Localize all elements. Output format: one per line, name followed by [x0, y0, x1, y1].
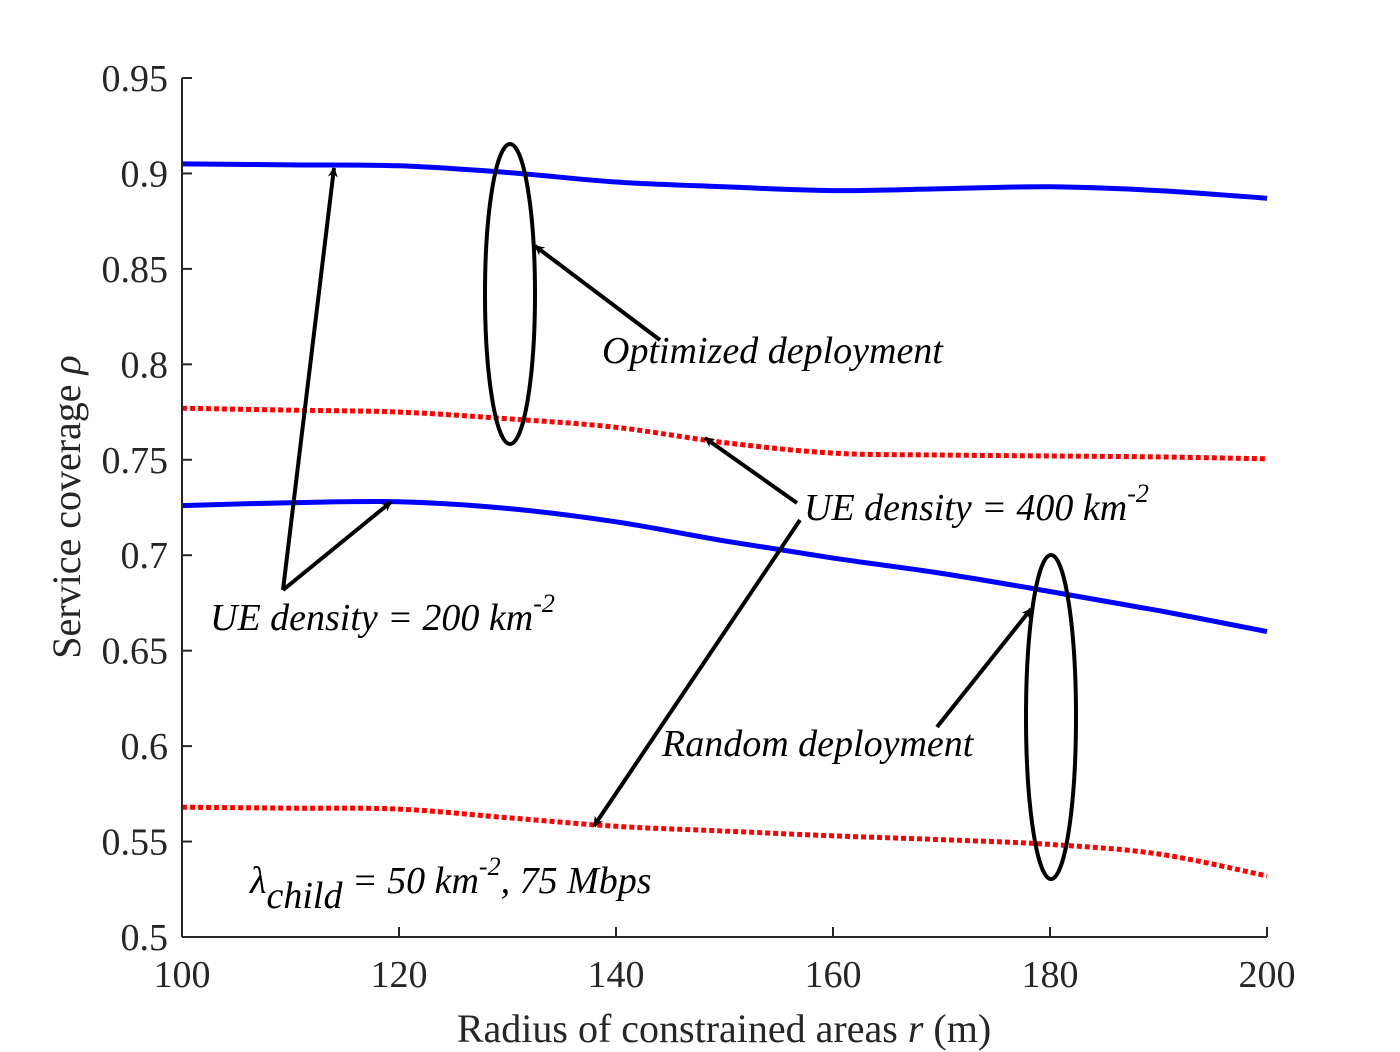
arrow-optimized: [533, 244, 662, 342]
annotation-density-200-text: UE density = 200 km: [210, 597, 533, 639]
axes: 100 120 140 160 180 200 0.5 0.55 0.6 0.65 0.7 0.75…: [102, 58, 1296, 996]
x-axis-label: Radius of constrained areas r (m): [457, 1006, 991, 1051]
x-axis-label-unit: (m): [933, 1006, 991, 1051]
x-ticks: 100 120 140 160 180 200: [154, 927, 1296, 996]
y-tick-label: 0.5: [121, 917, 169, 959]
x-axis-label-var: r: [908, 1006, 924, 1051]
arrow-random: [935, 607, 1033, 729]
y-tick-label: 0.65: [102, 631, 169, 673]
optimized-group-ellipse: [483, 142, 537, 446]
y-tick-label: 0.8: [121, 344, 169, 386]
x-tick-label: 140: [588, 954, 645, 996]
y-tick-label: 0.55: [102, 822, 169, 864]
y-tick-label: 0.9: [121, 153, 169, 195]
arrow-400-upper: [703, 436, 799, 505]
y-ticks: 0.5 0.55 0.6 0.65 0.7 0.75 0.8 0.85 0.9 0.95: [102, 58, 192, 959]
y-tick-label: 0.75: [102, 440, 169, 482]
annotation-lambda: λchild = 50 km-2, 75 Mbps: [249, 852, 652, 917]
series-line-2: [181, 498, 1268, 635]
series-line-3: [181, 804, 1268, 879]
series-line-0: [181, 161, 1268, 201]
x-tick-label: 120: [371, 954, 428, 996]
annotation-density-200: UE density = 200 km-2: [210, 589, 555, 639]
arrow-200-upper: [281, 167, 338, 591]
y-axis-label: Service coverage ρ: [44, 355, 89, 658]
plot-area: Optimized deployment Random deployment U…: [181, 142, 1268, 917]
y-tick-label: 0.6: [121, 726, 169, 768]
arrow-200-lower: [281, 500, 393, 592]
x-tick-label: 160: [805, 954, 862, 996]
annotation-lambda-sup: -2: [479, 852, 501, 881]
series-layer: [181, 161, 1268, 879]
annotation-density-400-sup: -2: [1127, 479, 1149, 508]
x-tick-label: 100: [154, 954, 211, 996]
annotation-random: Random deployment: [661, 723, 975, 765]
random-group-ellipse: [1024, 553, 1078, 881]
y-tick-label: 0.85: [102, 249, 169, 291]
annotation-optimized: Optimized deployment: [602, 330, 944, 372]
annotation-lambda-sub: child: [266, 875, 343, 917]
y-tick-label: 0.95: [102, 58, 169, 100]
annotation-lambda-symbol: λ: [249, 860, 266, 902]
annotation-lambda-tail: , 75 Mbps: [501, 860, 652, 902]
y-tick-label: 0.7: [121, 535, 169, 577]
series-line-1: [181, 405, 1268, 462]
y-axis-label-text: Service coverage: [44, 384, 89, 658]
x-tick-label: 180: [1022, 954, 1079, 996]
annotation-density-400: UE density = 400 km-2: [804, 479, 1149, 529]
x-tick-label: 200: [1239, 954, 1296, 996]
annotation-lambda-text: = 50 km: [342, 860, 478, 902]
annotation-density-400-text: UE density = 400 km: [804, 487, 1127, 529]
arrow-400-lower: [592, 518, 802, 828]
x-axis-label-text: Radius of constrained areas: [457, 1006, 898, 1051]
y-axis-label-var: ρ: [44, 355, 89, 376]
annotation-density-200-sup: -2: [533, 589, 555, 618]
